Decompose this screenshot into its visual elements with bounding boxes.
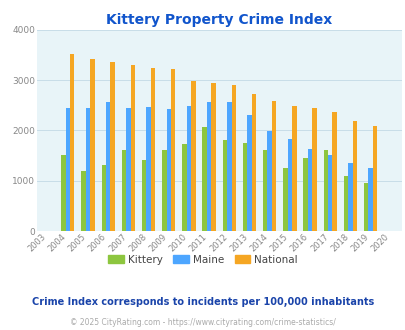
Bar xyxy=(162,150,166,231)
Bar xyxy=(363,183,367,231)
Bar xyxy=(182,145,186,231)
Bar xyxy=(211,83,215,231)
Bar xyxy=(142,159,146,231)
Bar xyxy=(122,150,126,231)
Bar xyxy=(352,121,356,231)
Bar xyxy=(207,102,211,231)
Bar xyxy=(171,69,175,231)
Bar xyxy=(287,139,292,231)
Bar xyxy=(372,126,376,231)
Bar xyxy=(231,85,235,231)
Bar xyxy=(191,81,195,231)
Bar xyxy=(66,108,70,231)
Bar xyxy=(367,168,372,231)
Bar xyxy=(292,106,296,231)
Bar xyxy=(303,158,307,231)
Legend: Kittery, Maine, National: Kittery, Maine, National xyxy=(104,250,301,269)
Bar xyxy=(150,68,155,231)
Bar xyxy=(222,140,226,231)
Bar xyxy=(101,165,106,231)
Bar xyxy=(61,155,66,231)
Bar xyxy=(271,101,276,231)
Bar xyxy=(251,94,256,231)
Bar xyxy=(186,106,191,231)
Bar xyxy=(146,107,150,231)
Bar xyxy=(110,62,115,231)
Bar xyxy=(106,102,110,231)
Bar xyxy=(323,150,327,231)
Bar xyxy=(70,54,74,231)
Bar xyxy=(247,115,251,231)
Bar xyxy=(242,143,247,231)
Bar xyxy=(347,163,352,231)
Bar xyxy=(311,108,316,231)
Bar xyxy=(81,171,85,231)
Bar xyxy=(85,108,90,231)
Bar xyxy=(307,149,311,231)
Bar xyxy=(202,127,207,231)
Bar xyxy=(226,102,231,231)
Bar xyxy=(90,59,94,231)
Bar xyxy=(267,131,271,231)
Bar xyxy=(283,168,287,231)
Bar xyxy=(332,112,336,231)
Title: Kittery Property Crime Index: Kittery Property Crime Index xyxy=(106,13,332,27)
Bar xyxy=(343,176,347,231)
Bar xyxy=(166,109,171,231)
Text: Crime Index corresponds to incidents per 100,000 inhabitants: Crime Index corresponds to incidents per… xyxy=(32,297,373,307)
Text: © 2025 CityRating.com - https://www.cityrating.com/crime-statistics/: © 2025 CityRating.com - https://www.city… xyxy=(70,318,335,327)
Bar xyxy=(126,109,130,231)
Bar xyxy=(262,150,267,231)
Bar xyxy=(130,65,135,231)
Bar xyxy=(327,155,332,231)
